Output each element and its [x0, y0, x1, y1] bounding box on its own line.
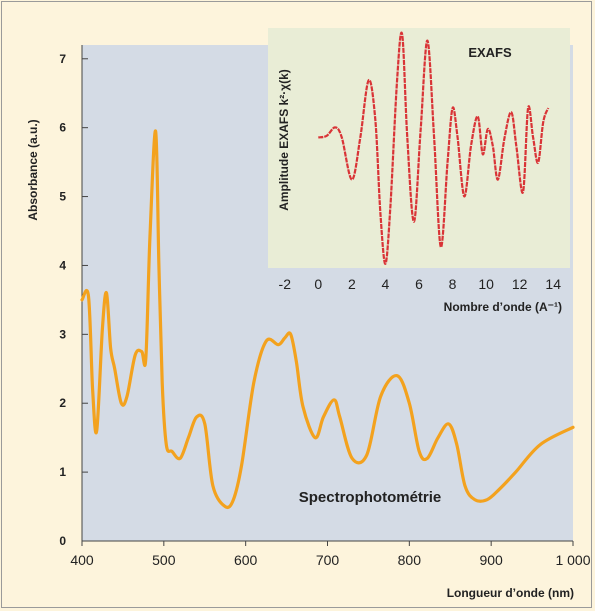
main-x-tick-label: 500: [152, 552, 176, 568]
inset-x-tick-label: 2: [348, 276, 356, 292]
main-y-tick-label: 1: [59, 465, 66, 479]
main-annotation: Spectrophotométrie: [299, 489, 442, 506]
main-x-tick-label: 900: [479, 552, 503, 568]
main-y-tick-label: 5: [59, 190, 66, 204]
inset-x-tick-label: 6: [415, 276, 423, 292]
main-y-tick-label: 7: [59, 52, 66, 66]
main-y-axis-label: Absorbance (a.u.): [26, 119, 40, 220]
main-y-tick-label: 4: [59, 258, 66, 272]
main-y-tick-label: 0: [59, 534, 66, 548]
inset-x-tick-label: -2: [279, 276, 292, 292]
main-y-tick-label: 3: [59, 327, 66, 341]
main-x-tick-label: 600: [234, 552, 258, 568]
inset-x-tick-label: 0: [314, 276, 322, 292]
main-x-tick-label: 400: [70, 552, 94, 568]
inset-title: EXAFS: [468, 45, 512, 60]
main-y-tick-label: 2: [59, 396, 66, 410]
inset-x-tick-label: 8: [449, 276, 457, 292]
exafs-series-line: [318, 31, 550, 265]
main-x-axis-label: Longueur d’onde (nm): [447, 586, 574, 600]
absorbance-series-line: [80, 129, 575, 510]
inset-ticks: -2 0 2 4 6 8 10 12 14: [279, 276, 562, 292]
inset-x-axis-label: Nombre d’onde (A⁻¹): [444, 300, 562, 314]
main-y-tick-label: 6: [59, 121, 66, 135]
inset-x-tick-label: 12: [512, 276, 528, 292]
inset-x-tick-label: 4: [382, 276, 390, 292]
main-x-tick-label: 800: [398, 552, 422, 568]
inset-y-axis-label: Amplitude EXAFS k²·χ(k): [277, 69, 291, 211]
main-x-tick-label: 1 000: [555, 552, 590, 568]
main-x-tick-label: 700: [316, 552, 340, 568]
inset-x-tick-label: 10: [478, 276, 494, 292]
inset-x-tick-label: 14: [545, 276, 561, 292]
